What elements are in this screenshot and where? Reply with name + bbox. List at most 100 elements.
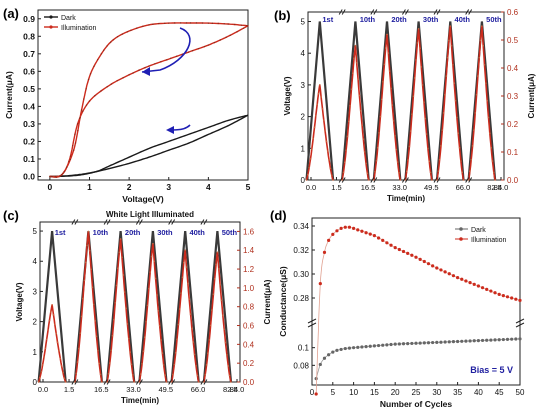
current-marker <box>380 98 383 101</box>
current-marker <box>392 120 395 122</box>
data-point-dark <box>468 339 472 343</box>
current-marker <box>315 114 317 117</box>
data-point-illumination <box>435 266 439 270</box>
current-marker <box>462 179 465 181</box>
current-marker <box>311 148 313 150</box>
axis-break <box>203 219 208 225</box>
data-point-dark <box>443 340 447 344</box>
current-marker <box>441 129 444 131</box>
illumination-marker <box>223 23 225 25</box>
current-marker <box>325 140 328 143</box>
current-marker <box>138 381 141 383</box>
current-marker <box>346 135 349 138</box>
y-tick-label: 0.6 <box>23 66 35 76</box>
legend-marker-dark <box>49 15 53 19</box>
current-marker <box>363 151 366 153</box>
illumination-marker <box>217 22 219 25</box>
current-marker <box>107 372 110 375</box>
current-marker <box>88 249 91 252</box>
current-curve <box>373 34 402 181</box>
current-marker <box>133 381 135 383</box>
data-point-dark <box>372 344 376 348</box>
y-right-tick-label: 0.4 <box>243 340 255 349</box>
series-dark-sweep-down <box>49 114 249 178</box>
current-marker <box>416 42 419 44</box>
current-curve <box>203 252 232 383</box>
y-tick-label: 3 <box>33 287 38 296</box>
series-illumination-sweep-down <box>49 25 249 178</box>
data-point-dark <box>381 343 385 347</box>
voltage-triangle <box>435 21 465 181</box>
y-tick-label: 0.1 <box>23 154 35 164</box>
current-marker <box>482 44 484 47</box>
current-marker <box>60 365 63 367</box>
data-point-illumination <box>501 294 505 298</box>
axis-break <box>171 379 176 385</box>
axis-break <box>433 177 438 183</box>
current-marker <box>461 171 464 174</box>
current-marker <box>91 286 94 289</box>
illumination-marker <box>89 73 92 75</box>
illumination-marker <box>82 110 84 113</box>
data-point-dark <box>322 356 327 360</box>
current-marker <box>384 47 387 49</box>
axis-break <box>373 9 378 15</box>
axis-break <box>436 9 441 15</box>
illumination-marker <box>77 129 79 132</box>
cycle-label: 50th <box>486 15 502 24</box>
data-point-dark <box>456 339 460 344</box>
axis-break <box>373 177 378 183</box>
y-axis-label: Voltage(V) <box>283 76 292 115</box>
illumination-marker <box>136 27 138 29</box>
current-marker <box>413 77 416 79</box>
y-right-tick-label: 1.0 <box>243 284 255 293</box>
data-point-illumination <box>327 238 331 242</box>
axis-break <box>401 9 406 15</box>
illumination-marker <box>80 109 83 111</box>
illumination-marker <box>207 22 210 24</box>
current-marker <box>141 362 143 365</box>
current-curve <box>74 231 103 383</box>
data-point-illumination <box>439 268 443 272</box>
current-marker <box>388 70 391 72</box>
current-marker <box>84 261 87 264</box>
illumination-marker <box>88 100 91 102</box>
y-tick-label: 0.08 <box>293 361 309 370</box>
y-tick-label: 2 <box>301 113 306 122</box>
current-marker <box>448 39 450 42</box>
current-marker <box>109 362 111 364</box>
panel-a-frame <box>37 9 249 181</box>
current-marker <box>437 170 440 172</box>
current-marker <box>341 179 343 181</box>
axis-break <box>401 177 406 183</box>
axis-break <box>307 322 317 328</box>
current-marker <box>483 63 486 66</box>
current-marker <box>424 117 427 120</box>
data-point-dark <box>489 338 493 342</box>
current-marker <box>321 107 324 110</box>
axis-break <box>515 318 525 324</box>
illumination-marker <box>50 175 53 178</box>
data-point-illumination <box>381 238 385 242</box>
axis-break <box>465 9 470 15</box>
cycle-label: 20th <box>125 228 141 237</box>
y-tick-label: 4 <box>33 257 38 266</box>
illumination-marker <box>126 31 129 33</box>
cycle-30th <box>404 21 433 181</box>
current-marker <box>358 94 361 97</box>
current-marker <box>157 309 160 312</box>
data-point-illumination <box>418 257 422 261</box>
data-point-illumination <box>352 226 356 230</box>
panel-b-dark-cycles-chart: 0.0 1.5 16.5 33.0 49.5 66.0 82.584.0 0 1 2 3 4 5 0.0 0… <box>283 8 536 203</box>
data-point-illumination <box>314 392 318 396</box>
y-right-tick-label: 1.6 <box>243 227 255 236</box>
current-marker <box>354 44 357 47</box>
illumination-marker <box>49 175 51 178</box>
current-marker <box>174 351 177 354</box>
current-marker <box>209 324 212 327</box>
current-marker <box>427 147 429 150</box>
current-marker <box>98 362 101 365</box>
data-point-illumination <box>464 279 468 283</box>
current-marker <box>329 167 332 170</box>
current-marker <box>305 179 308 181</box>
